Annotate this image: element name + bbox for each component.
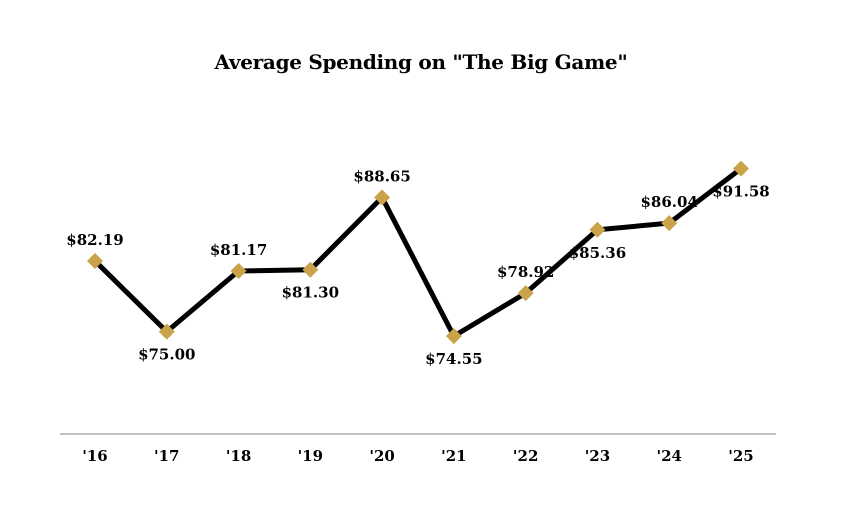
data-label: $81.30 — [282, 284, 339, 302]
data-label: $86.04 — [641, 193, 698, 211]
data-label: $81.17 — [210, 241, 267, 259]
x-tick-label: '25 — [728, 447, 753, 465]
data-point-marker — [87, 252, 103, 269]
data-point-marker — [302, 261, 319, 278]
data-point-marker — [589, 221, 606, 238]
x-tick-label: '19 — [298, 447, 323, 465]
x-tick-label: '20 — [369, 447, 394, 465]
data-point-marker — [445, 328, 462, 345]
x-tick-label: '18 — [226, 447, 251, 465]
x-tick-label: '21 — [441, 447, 466, 465]
data-label: $78.92 — [497, 263, 554, 281]
x-tick-label: '24 — [656, 447, 681, 465]
x-tick-label: '16 — [82, 447, 107, 465]
x-tick-label: '23 — [585, 447, 610, 465]
chart-title: Average Spending on "The Big Game" — [214, 50, 628, 74]
x-tick-label: '17 — [154, 447, 179, 465]
data-label: $82.19 — [66, 231, 123, 249]
x-tick-label: '22 — [513, 447, 538, 465]
data-point-marker — [661, 215, 678, 232]
data-point-marker — [230, 262, 247, 279]
data-label: $74.55 — [425, 350, 482, 368]
data-label: $91.58 — [712, 183, 769, 201]
data-point-marker — [374, 189, 391, 206]
data-label: $85.36 — [569, 244, 626, 262]
data-point-marker — [517, 285, 534, 302]
series-line — [93, 166, 743, 340]
data-label: $75.00 — [138, 346, 195, 364]
data-point-marker — [158, 323, 175, 340]
data-label: $88.65 — [353, 167, 410, 185]
data-point-marker — [733, 160, 749, 177]
